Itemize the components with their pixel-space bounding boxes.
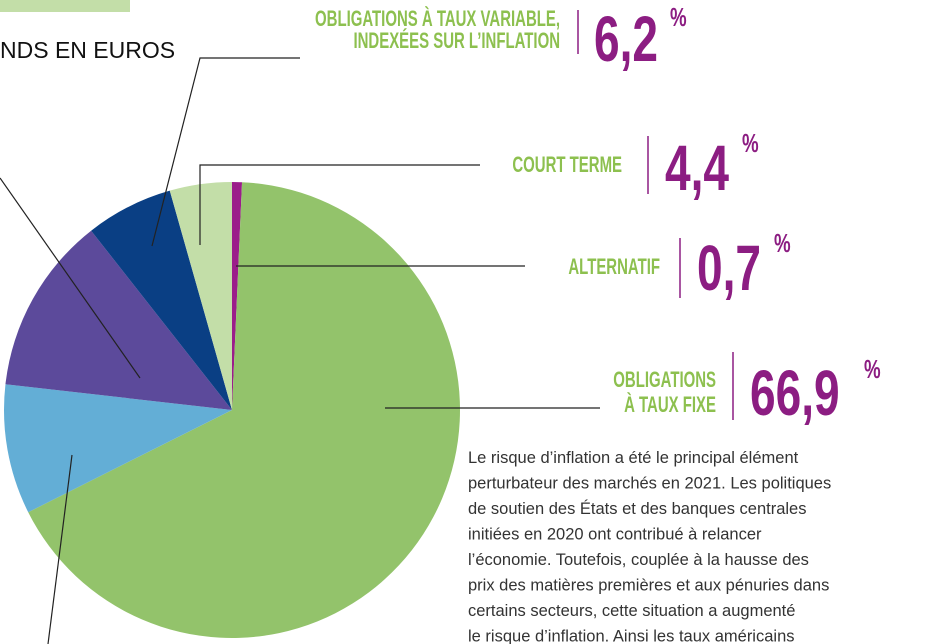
paragraph-line: le risque d’inflation. Ainsi les taux am… xyxy=(468,628,795,644)
unit-label: % xyxy=(670,2,687,32)
leader-line xyxy=(0,177,141,379)
pie-slice xyxy=(169,182,232,410)
paragraph-line: initiées en 2020 ont contribué à relance… xyxy=(468,526,762,544)
paragraph-line: l’économie. Toutefois, couplée à la haus… xyxy=(468,551,809,569)
paragraph-line: perturbateur des marchés en 2021. Les po… xyxy=(468,475,831,493)
slice-label: INDEXÉES SUR L’INFLATION xyxy=(353,28,560,53)
unit-label: % xyxy=(742,128,759,158)
value-label: 66,9 xyxy=(750,358,840,429)
pie-slice xyxy=(5,230,233,410)
paragraph-line: certains secteurs, cette situation a aug… xyxy=(468,602,795,620)
value-label: 6,2 xyxy=(594,4,658,75)
pie-slice xyxy=(232,182,243,410)
value-label: 0,7 xyxy=(697,233,761,304)
slice-label: À TAUX FIXE xyxy=(624,392,716,417)
pie-slice xyxy=(3,384,233,513)
slice-label: OBLIGATIONS xyxy=(613,367,716,392)
leader-line xyxy=(47,454,73,644)
pie-slice xyxy=(91,190,232,410)
unit-label: % xyxy=(774,228,791,258)
value-label: 4,4 xyxy=(665,133,729,204)
chart-title: NDS EN EUROS xyxy=(0,37,175,63)
slice-label: COURT TERME xyxy=(512,152,622,177)
paragraph-line: de soutien des États et des banques cent… xyxy=(468,499,806,518)
leader-line xyxy=(199,164,480,245)
leader-lines xyxy=(0,57,600,644)
pie-slice xyxy=(28,182,460,638)
leader-line xyxy=(151,57,300,247)
unit-label: % xyxy=(864,354,881,384)
paragraph-line: prix des matières premières et aux pénur… xyxy=(468,577,829,595)
tab xyxy=(0,0,130,12)
slice-label: OBLIGATIONS À TAUX VARIABLE, xyxy=(315,6,560,31)
slice-label: ALTERNATIF xyxy=(568,254,660,279)
paragraph-line: Le risque d’inflation a été le principal… xyxy=(468,449,799,467)
